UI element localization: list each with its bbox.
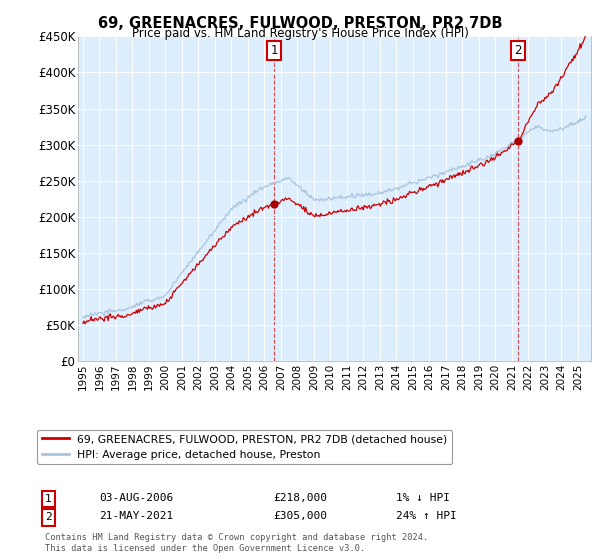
Text: 03-AUG-2006: 03-AUG-2006 — [99, 493, 173, 503]
Text: £305,000: £305,000 — [273, 511, 327, 521]
Text: 21-MAY-2021: 21-MAY-2021 — [99, 511, 173, 521]
Text: £218,000: £218,000 — [273, 493, 327, 503]
Text: 24% ↑ HPI: 24% ↑ HPI — [396, 511, 457, 521]
Text: Contains HM Land Registry data © Crown copyright and database right 2024.
This d: Contains HM Land Registry data © Crown c… — [45, 533, 428, 553]
Text: 2: 2 — [514, 44, 522, 57]
Text: 1: 1 — [270, 44, 278, 57]
Text: 1: 1 — [45, 494, 52, 504]
Text: 1% ↓ HPI: 1% ↓ HPI — [396, 493, 450, 503]
Text: 69, GREENACRES, FULWOOD, PRESTON, PR2 7DB: 69, GREENACRES, FULWOOD, PRESTON, PR2 7D… — [98, 16, 502, 31]
Text: 2: 2 — [45, 512, 52, 522]
Text: Price paid vs. HM Land Registry's House Price Index (HPI): Price paid vs. HM Land Registry's House … — [131, 27, 469, 40]
Legend: 69, GREENACRES, FULWOOD, PRESTON, PR2 7DB (detached house), HPI: Average price, : 69, GREENACRES, FULWOOD, PRESTON, PR2 7D… — [37, 430, 452, 464]
